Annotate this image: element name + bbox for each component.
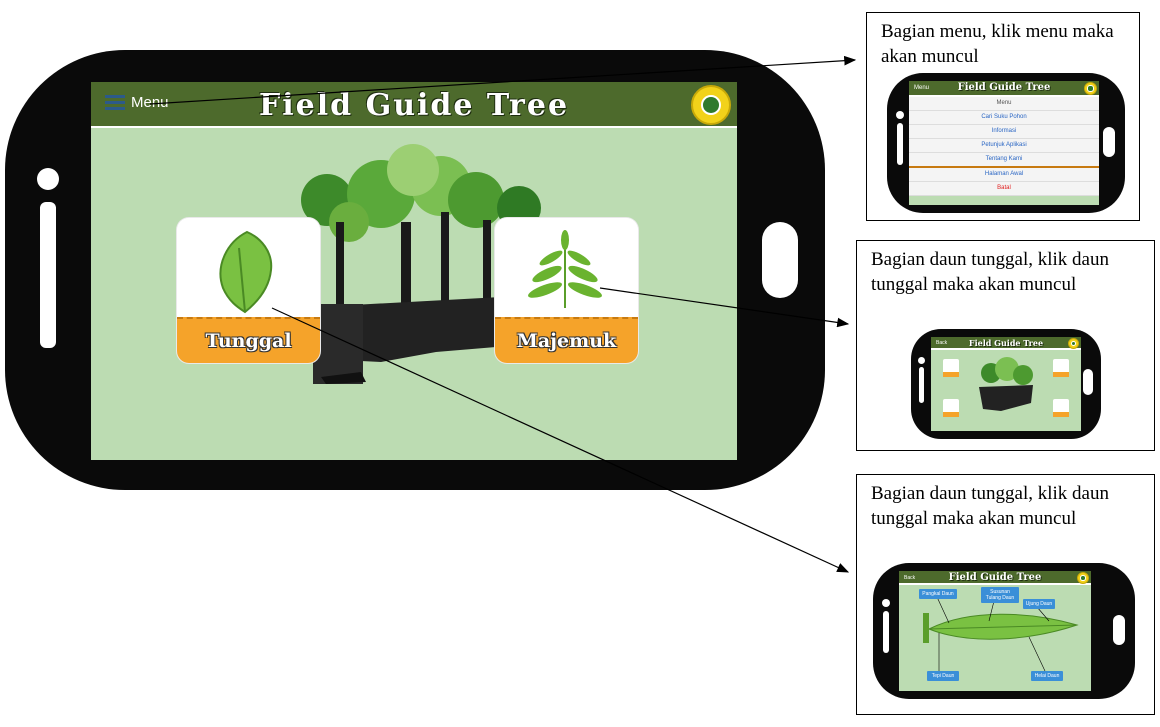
mini-tunggal-2-side-label: Back — [904, 575, 916, 581]
menu-item-halaman-awal[interactable]: Halaman Awal — [909, 168, 1099, 182]
part-label-pangkal-daun: Pangkal Daun — [919, 589, 957, 599]
mini-screen-tunggal-2: Back Field Guide Tree Pangkal Daun Susun… — [899, 571, 1091, 691]
part-label-tepi-daun: Tepi Daun — [927, 671, 959, 681]
card-majemuk[interactable]: Majemuk — [495, 218, 638, 363]
card-tunggal-label: Tunggal — [205, 330, 292, 352]
mini-tunggal-1-side-label: Back — [936, 340, 948, 346]
single-leaf-icon — [219, 230, 273, 314]
callout-tunggal-2: Bagian daun tunggal, klik daun tunggal m… — [856, 474, 1155, 715]
menu-item-tentang-kami[interactable]: Tentang Kami — [909, 153, 1099, 168]
hamburger-icon — [105, 94, 125, 111]
mini-menu-title: Field Guide Tree — [957, 82, 1051, 93]
mini-tunggal-2-title: Field Guide Tree — [948, 572, 1042, 583]
callout-menu-text: Bagian menu, klik menu maka akan muncul — [881, 21, 1114, 67]
mini-phone-tunggal-2: Back Field Guide Tree Pangkal Daun Susun… — [873, 563, 1135, 699]
mini-family-tile[interactable] — [1053, 399, 1069, 417]
part-label-susunan-tulang-daun: Susunan Tulang Daun — [981, 587, 1019, 603]
menu-item-cari-suku-pohon[interactable]: Cari Suku Pohon — [909, 111, 1099, 125]
home-button[interactable] — [762, 222, 798, 298]
mini-family-tile[interactable] — [943, 359, 959, 377]
card-tunggal[interactable]: Tunggal — [177, 218, 320, 363]
mini-screen-tunggal-1: Back Field Guide Tree — [931, 337, 1081, 431]
leaf-diagram-icon — [923, 596, 1079, 672]
menu-item-petunjuk-aplikasi[interactable]: Petunjuk Aplikasi — [909, 139, 1099, 153]
mini-forest-illustration — [979, 357, 1033, 411]
part-label-helai-daun: Helai Daun — [1031, 671, 1063, 681]
mini-family-tile[interactable] — [1053, 359, 1069, 377]
callout-menu: Bagian menu, klik menu maka akan muncul … — [866, 12, 1140, 221]
mini-tunggal-1-title: Field Guide Tree — [968, 338, 1044, 348]
compound-leaf-icon — [527, 230, 603, 308]
menu-heading: Menu — [909, 97, 1099, 111]
mini-menu-list: Menu Cari Suku Pohon Informasi Petunjuk … — [909, 97, 1099, 196]
menu-item-informasi[interactable]: Informasi — [909, 125, 1099, 139]
menu-item-batal[interactable]: Batal — [909, 182, 1099, 196]
speaker-bar — [40, 202, 56, 348]
card-majemuk-label: Majemuk — [516, 330, 617, 352]
callout-tunggal-2-text: Bagian daun tunggal, klik daun tunggal m… — [871, 483, 1109, 529]
part-label-ujung-daun: Ujung Daun — [1023, 599, 1055, 609]
mini-phone-menu: Menu Field Guide Tree Menu Cari Suku Poh… — [887, 73, 1125, 213]
callout-tunggal-1-text: Bagian daun tunggal, klik daun tunggal m… — [871, 249, 1109, 295]
callout-tunggal-1: Bagian daun tunggal, klik daun tunggal m… — [856, 240, 1155, 451]
camera-dot — [37, 168, 59, 190]
mini-menu-side-label: Menu — [914, 85, 930, 91]
main-screen: Menu Field Guide Tree Tungga — [91, 82, 737, 460]
mini-phone-tunggal-1: Back Field Guide Tree — [911, 329, 1101, 439]
mini-screen-menu: Menu Field Guide Tree Menu Cari Suku Poh… — [909, 81, 1099, 205]
mini-family-tile[interactable] — [943, 399, 959, 417]
